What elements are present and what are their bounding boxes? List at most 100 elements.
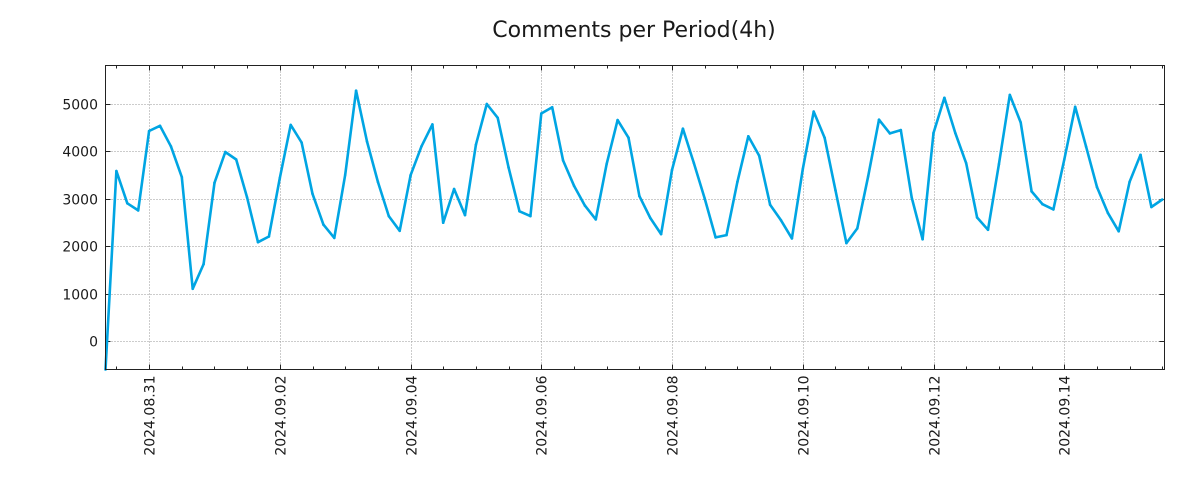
data-point [1030, 190, 1033, 193]
data-point [147, 129, 151, 133]
data-point [670, 168, 674, 172]
data-point [747, 135, 750, 138]
x-tick-label: 2024.08.31 [143, 376, 159, 456]
data-point [627, 136, 630, 139]
data-point [725, 233, 728, 237]
data-point [387, 214, 391, 218]
data-point [278, 176, 282, 180]
data-point [768, 203, 772, 206]
data-point [703, 197, 706, 200]
data-point [779, 219, 783, 222]
data-point [1008, 93, 1012, 97]
data-point [812, 110, 815, 113]
data-point [365, 140, 369, 143]
series-line [104, 89, 1164, 370]
data-point [496, 116, 500, 120]
y-tick-label: 2000 [62, 240, 98, 256]
axis-ticks [105, 65, 1165, 370]
y-tick-label: 3000 [62, 193, 98, 209]
data-point [986, 228, 990, 232]
data-point [354, 89, 358, 92]
data-point [834, 189, 837, 192]
data-point [409, 173, 412, 177]
data-point [997, 163, 1001, 166]
x-tick-label: 2024.09.04 [405, 375, 421, 455]
data-point [234, 158, 238, 161]
data-point [1052, 208, 1055, 211]
data-point [452, 187, 456, 191]
data-point [224, 150, 227, 154]
data-point [518, 210, 521, 213]
data-point [910, 196, 913, 199]
data-point [583, 204, 587, 207]
data-point [692, 161, 696, 165]
data-point [1063, 158, 1066, 161]
y-tick-label: 5000 [62, 98, 98, 114]
data-point [420, 145, 423, 148]
data-point [757, 154, 761, 158]
chart-title: Comments per Period(4h) [492, 18, 776, 43]
data-point [343, 173, 347, 177]
y-tick-labels: 0 1000 2000 3000 4000 5000 [62, 98, 98, 351]
plot-frame [105, 65, 1165, 370]
x-tick-label: 2024.09.10 [797, 376, 813, 456]
data-point [572, 184, 576, 187]
data-point [463, 213, 467, 217]
y-tick-label: 4000 [62, 145, 98, 161]
data-point [376, 180, 380, 184]
data-point [1161, 198, 1164, 201]
data-point [1073, 105, 1077, 109]
data-point [136, 209, 140, 212]
data-point [126, 202, 129, 205]
y-tick-label: 1000 [62, 288, 98, 304]
x-tick-label: 2024.09.08 [666, 376, 682, 456]
data-point [1084, 145, 1088, 148]
data-point [474, 143, 478, 147]
data-point [1117, 230, 1120, 233]
x-tick-labels: 2024.08.31 2024.09.02 2024.09.04 2024.09.06… [143, 375, 1074, 455]
data-point [594, 218, 598, 221]
data-point [943, 96, 946, 100]
data-point [866, 174, 870, 178]
data-point [605, 162, 608, 166]
data-point [616, 118, 619, 122]
data-point [681, 127, 685, 130]
data-point [856, 227, 859, 230]
data-point [158, 124, 162, 128]
data-point [964, 162, 968, 165]
x-tick-label: 2024.09.02 [274, 376, 290, 456]
data-point [311, 192, 314, 196]
data-point [790, 237, 794, 240]
data-point [180, 175, 184, 179]
grid-lines [105, 65, 1165, 370]
data-point [801, 167, 805, 171]
data-point [1019, 121, 1022, 124]
data-point [540, 112, 543, 115]
data-point [561, 159, 565, 162]
data-point [213, 181, 216, 185]
data-point [1128, 180, 1131, 184]
data-point [736, 180, 739, 184]
data-point [1139, 153, 1142, 157]
data-point [649, 216, 652, 220]
data-point [507, 166, 510, 169]
data-point [267, 235, 271, 238]
x-tick-label: 2024.09.06 [535, 375, 551, 455]
data-point [550, 106, 554, 109]
data-point [245, 196, 249, 199]
data-point [1041, 202, 1044, 206]
x-tick-label: 2024.09.12 [928, 376, 944, 456]
data-point [115, 169, 118, 173]
data-point [921, 238, 924, 241]
data-point [191, 287, 194, 291]
data-point [431, 123, 434, 126]
data-point [256, 240, 260, 244]
data-point [333, 236, 336, 240]
data-point [398, 229, 402, 233]
data-point [845, 241, 848, 245]
data-point [638, 194, 641, 198]
data-point [289, 123, 293, 127]
series-layer [104, 89, 1164, 371]
y-tick-label: 0 [89, 335, 98, 351]
